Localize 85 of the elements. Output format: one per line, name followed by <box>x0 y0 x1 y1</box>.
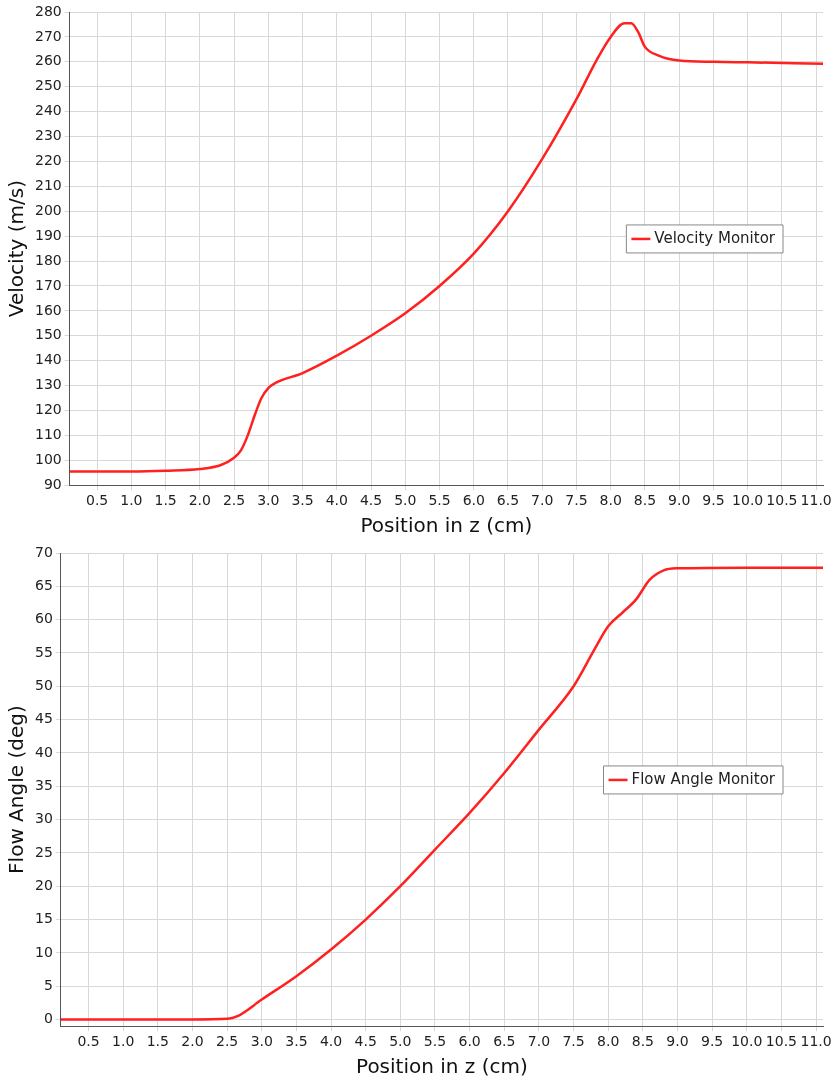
y-tick-label: 25 <box>34 843 53 860</box>
y-tick-label: 0 <box>43 1010 53 1027</box>
x-tick-label: 5.0 <box>389 1033 412 1050</box>
y-tick-label: 15 <box>34 910 53 927</box>
legend-label: Velocity Monitor <box>654 228 776 247</box>
x-tick-label: 4.5 <box>359 492 383 509</box>
y-tick-label: 20 <box>34 876 53 893</box>
x-tick-label: 1.5 <box>146 1033 169 1050</box>
x-tick-label: 6.5 <box>493 1033 516 1050</box>
x-tick-label: 3.5 <box>285 1033 308 1050</box>
x-tick-label: 6.5 <box>496 492 520 509</box>
x-tick-label: 11.0 <box>800 1033 832 1050</box>
x-tick-label: 1.0 <box>112 1033 135 1050</box>
y-axis-title: Flow Angle (deg) <box>4 705 29 874</box>
y-tick-label: 50 <box>34 676 53 693</box>
y-tick-label: 10 <box>34 943 53 960</box>
y-tick-label: 160 <box>34 301 62 318</box>
x-tick-label: 2.0 <box>188 492 211 509</box>
x-tick-label: 10.5 <box>765 1033 798 1050</box>
y-tick-label: 200 <box>34 201 62 218</box>
y-tick-label: 90 <box>43 475 62 492</box>
x-tick-label: 3.5 <box>291 492 314 509</box>
y-tick-label: 190 <box>34 226 62 243</box>
legend-label: Flow Angle Monitor <box>631 769 776 788</box>
y-tick-label: 55 <box>34 643 53 660</box>
y-tick-label: 260 <box>34 52 62 69</box>
y-tick-label: 130 <box>34 376 62 393</box>
y-tick-label: 230 <box>34 127 62 144</box>
x-tick-label: 5.5 <box>428 492 451 509</box>
x-tick-label: 10.0 <box>731 1033 763 1050</box>
y-tick-label: 100 <box>34 450 62 467</box>
x-tick-label: 8.0 <box>597 1033 620 1050</box>
x-tick-label: 9.0 <box>666 1033 689 1050</box>
y-tick-label: 180 <box>34 251 62 268</box>
x-tick-label: 3.0 <box>257 492 280 509</box>
y-tick-label: 35 <box>34 776 53 793</box>
y-tick-label: 170 <box>34 276 62 293</box>
x-tick-label: 7.5 <box>565 492 588 509</box>
x-tick-label: 4.0 <box>325 492 348 509</box>
x-axis-title: Position in z (cm) <box>360 513 533 538</box>
x-tick-label: 0.5 <box>85 492 109 509</box>
x-tick-label: 2.5 <box>222 492 246 509</box>
x-tick-label: 1.5 <box>154 492 177 509</box>
x-tick-label: 7.0 <box>527 1033 551 1050</box>
y-tick-label: 220 <box>34 152 62 169</box>
y-tick-label: 30 <box>34 810 53 827</box>
y-axis-title: Velocity (m/s) <box>4 180 29 318</box>
x-tick-label: 11.0 <box>800 492 832 509</box>
y-tick-label: 280 <box>34 2 62 19</box>
x-tick-label: 7.0 <box>531 492 554 509</box>
x-tick-label: 5.0 <box>394 492 417 509</box>
x-tick-label: 10.0 <box>732 492 764 509</box>
y-tick-label: 120 <box>34 401 62 418</box>
y-tick-label: 65 <box>34 576 53 593</box>
y-tick-label: 150 <box>34 326 62 343</box>
y-tick-label: 40 <box>34 743 53 760</box>
y-tick-label: 70 <box>34 543 53 560</box>
y-tick-label: 140 <box>34 351 62 368</box>
y-tick-label: 270 <box>34 27 62 44</box>
x-tick-label: 2.5 <box>215 1033 239 1050</box>
x-tick-label: 1.0 <box>120 492 143 509</box>
x-tick-label: 3.0 <box>250 1033 273 1050</box>
x-tick-label: 6.0 <box>462 492 485 509</box>
x-tick-label: 9.5 <box>702 492 725 509</box>
x-tick-label: 2.0 <box>181 1033 204 1050</box>
x-tick-label: 8.0 <box>599 492 622 509</box>
x-tick-label: 4.0 <box>319 1033 343 1050</box>
x-tick-label: 9.0 <box>668 492 691 509</box>
x-tick-label: 0.5 <box>77 1033 100 1050</box>
y-tick-label: 5 <box>43 976 53 993</box>
x-tick-label: 7.5 <box>562 1033 585 1050</box>
y-tick-label: 45 <box>34 710 53 727</box>
y-tick-label: 250 <box>34 77 62 94</box>
x-tick-label: 10.5 <box>766 492 798 509</box>
y-tick-label: 60 <box>34 610 53 627</box>
y-tick-label: 210 <box>34 176 62 193</box>
x-tick-label: 9.5 <box>701 1033 724 1050</box>
x-tick-label: 8.5 <box>633 492 657 509</box>
x-tick-label: 5.5 <box>423 1033 447 1050</box>
x-tick-label: 8.5 <box>631 1033 654 1050</box>
x-tick-label: 4.5 <box>354 1033 377 1050</box>
x-axis-title: Position in z (cm) <box>356 1054 528 1079</box>
y-tick-label: 110 <box>34 426 62 443</box>
y-tick-label: 240 <box>34 102 62 119</box>
x-tick-label: 6.0 <box>458 1033 481 1050</box>
